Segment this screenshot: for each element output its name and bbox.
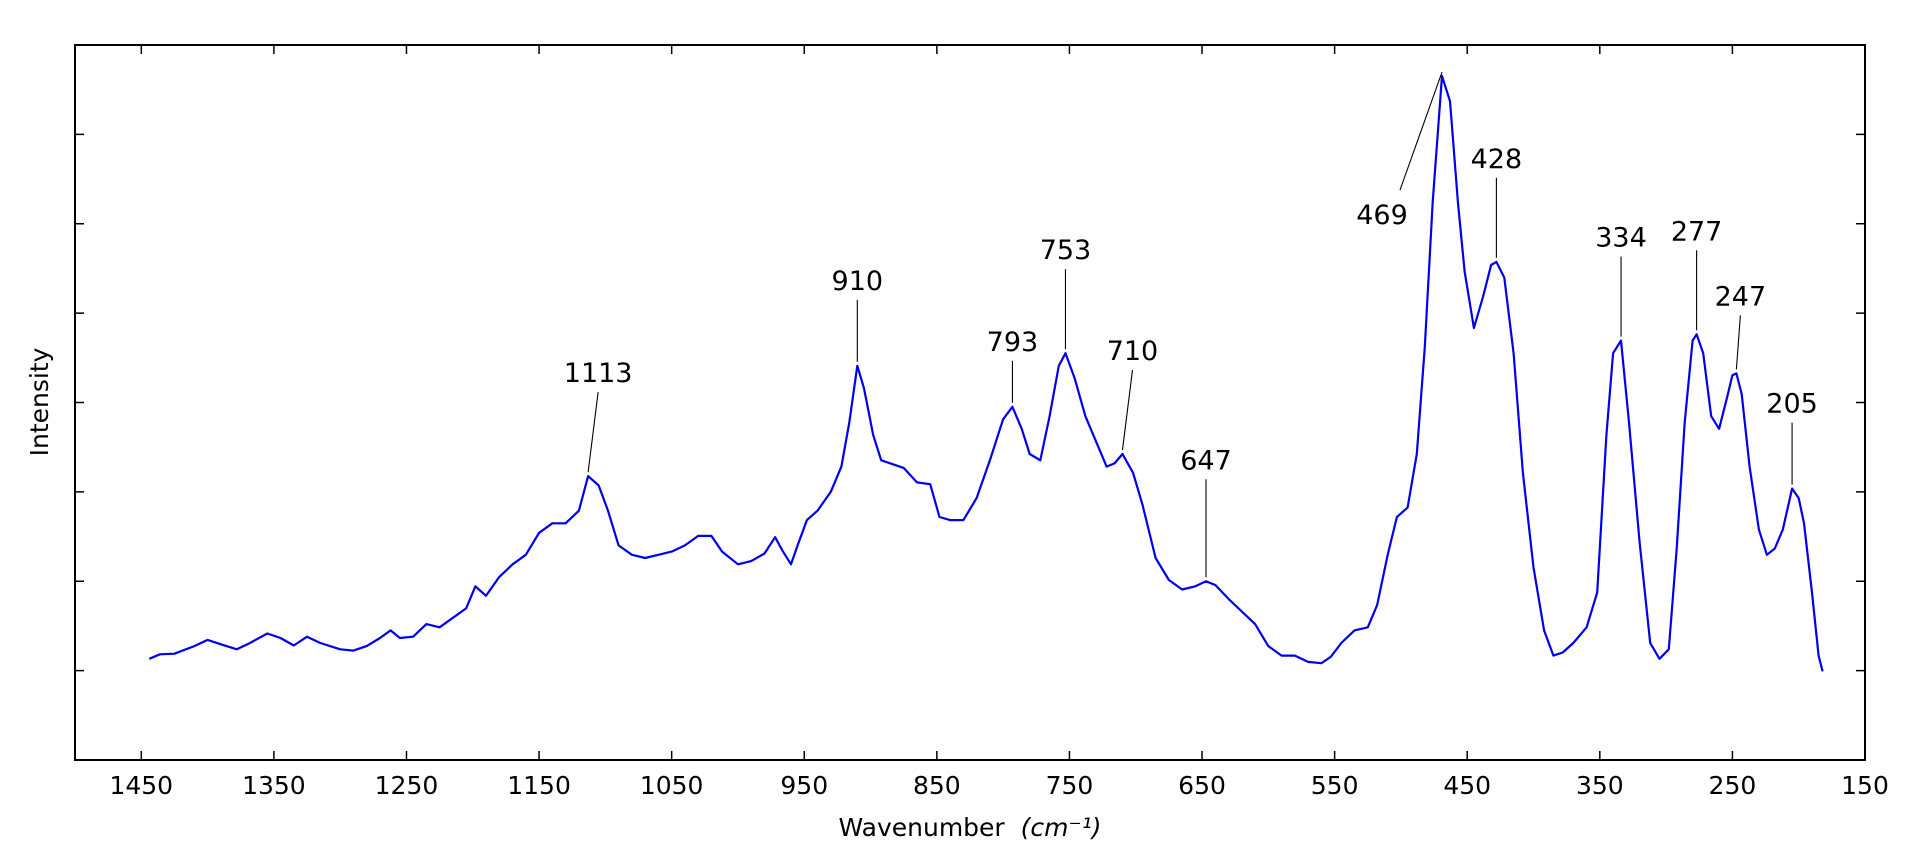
peak-label-710: 710	[1107, 336, 1159, 367]
x-tick-label-6: 850	[913, 771, 961, 800]
peak-label-247: 247	[1715, 281, 1767, 312]
peak-leader-line-710	[1121, 369, 1134, 451]
x-tick-label-13: 150	[1841, 771, 1889, 800]
x-axis-title: Wavenumber (cm⁻¹)	[839, 813, 1102, 842]
x-tick-label-10: 450	[1443, 771, 1491, 800]
peak-leader-line-247	[1735, 315, 1741, 370]
x-axis-title-unit: (cm⁻¹)	[1021, 813, 1102, 842]
peak-label-277: 277	[1671, 216, 1723, 247]
x-tick-label-5: 950	[780, 771, 828, 800]
peak-label-793: 793	[987, 327, 1039, 358]
peak-label-334: 334	[1595, 223, 1647, 254]
peak-leader-line-469	[1399, 71, 1443, 191]
peak-label-753: 753	[1040, 235, 1092, 266]
peak-label-910: 910	[832, 266, 884, 297]
peak-label-469: 469	[1356, 200, 1408, 231]
x-axis-title-text: Wavenumber	[839, 813, 1006, 842]
peak-leader-line-1113	[587, 391, 599, 473]
x-tick-label-0: 1450	[109, 771, 173, 800]
x-tick-label-8: 650	[1178, 771, 1226, 800]
peak-label-428: 428	[1471, 144, 1523, 175]
peak-annotations: 1113 910 793 753 710 647 469 428 334 277 247 205	[564, 71, 1818, 578]
peak-label-1113: 1113	[564, 358, 633, 389]
x-tick-label-9: 550	[1311, 771, 1359, 800]
axis-ticks	[75, 45, 1866, 760]
x-tick-label-7: 750	[1046, 771, 1094, 800]
x-tick-label-1: 1350	[242, 771, 306, 800]
x-tick-label-4: 1050	[640, 771, 704, 800]
plot-frame	[74, 44, 1866, 761]
x-tick-label-2: 1250	[375, 771, 439, 800]
x-tick-labels: 1450 1350 1250 1150 1050 950 850 750 650 550 450 35…	[109, 771, 1888, 800]
peak-label-205: 205	[1766, 389, 1818, 420]
x-tick-label-12: 250	[1709, 771, 1757, 800]
peak-label-647: 647	[1180, 445, 1232, 476]
x-tick-label-11: 350	[1576, 771, 1624, 800]
spectrum-line	[148, 74, 1824, 672]
x-tick-label-3: 1150	[507, 771, 571, 800]
y-axis-title: Intensity	[25, 347, 54, 456]
